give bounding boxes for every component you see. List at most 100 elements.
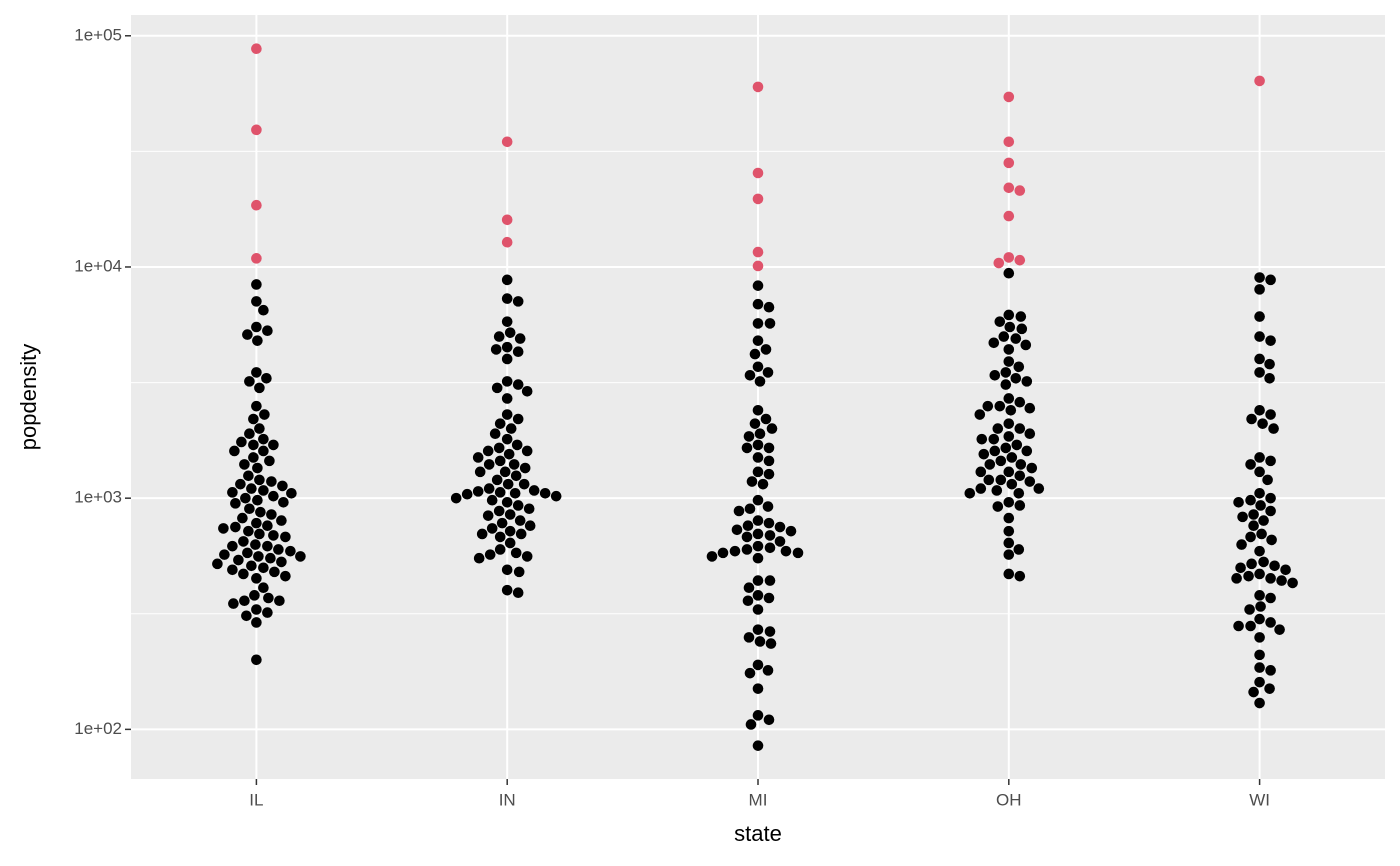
point [251,199,262,211]
point [1287,577,1298,589]
point [486,494,498,506]
point [975,466,987,478]
point [1265,592,1276,604]
point [752,452,764,463]
point [254,382,265,394]
point [262,325,273,337]
point [983,474,995,486]
point [501,433,513,445]
point [1003,496,1015,508]
point [248,439,259,451]
point [219,549,230,560]
point [1248,509,1259,520]
point [518,478,530,490]
point [1264,358,1275,370]
point [258,304,269,316]
x-tick-label: MI [749,790,768,809]
point [976,433,988,445]
point [1237,511,1248,523]
point [1013,487,1025,499]
point [501,584,513,596]
point [1265,274,1276,286]
point [1236,539,1247,550]
point [258,562,269,574]
point [1003,549,1015,560]
point [729,545,741,557]
point [262,607,273,618]
point [512,413,524,425]
point [246,560,257,572]
point [251,279,262,290]
point [1254,697,1265,709]
point [1280,564,1291,576]
point [989,369,1001,381]
point [1003,344,1015,355]
point [280,531,291,543]
point [235,478,246,490]
point [266,476,277,487]
point [1033,483,1045,494]
point [244,428,255,440]
point [752,318,764,329]
point [269,566,280,578]
point [752,193,764,205]
point [752,683,764,694]
point [752,494,764,506]
point [539,487,551,499]
point [1003,309,1015,321]
point [741,531,753,543]
point [258,485,269,496]
points [212,43,1298,751]
point [259,409,270,420]
point [1014,396,1026,408]
point [246,483,257,494]
point [1000,379,1012,390]
point [550,490,562,502]
point [501,293,513,304]
point [512,296,524,307]
point [1015,311,1027,322]
point [762,367,774,378]
point [277,480,288,492]
point [1231,573,1242,584]
point [1254,466,1265,478]
point [742,595,754,607]
point [501,393,513,404]
point [504,525,516,537]
y-tick-label: 1e+03 [74,488,122,507]
point [763,517,775,529]
point [248,452,259,463]
point [1003,512,1015,524]
point [512,346,524,358]
point [268,439,279,451]
point [472,452,484,463]
point [1246,413,1257,425]
point [505,423,517,434]
point [792,547,804,559]
point [240,492,251,504]
x-tick-label: OH [996,790,1022,809]
point [493,442,505,454]
point [1024,476,1036,487]
point [254,528,265,540]
point [251,43,262,55]
point [501,274,513,286]
point [1003,568,1015,580]
point [1014,570,1026,582]
point [752,710,764,721]
point [752,361,764,373]
point [501,564,513,576]
point [741,442,753,454]
point [1003,91,1015,103]
point [265,552,276,564]
point [512,587,524,599]
point [1258,556,1269,568]
point [264,455,275,467]
point [483,483,495,494]
point [474,466,486,478]
point [266,509,277,520]
point [521,551,533,562]
point [744,369,756,381]
point [749,418,761,429]
